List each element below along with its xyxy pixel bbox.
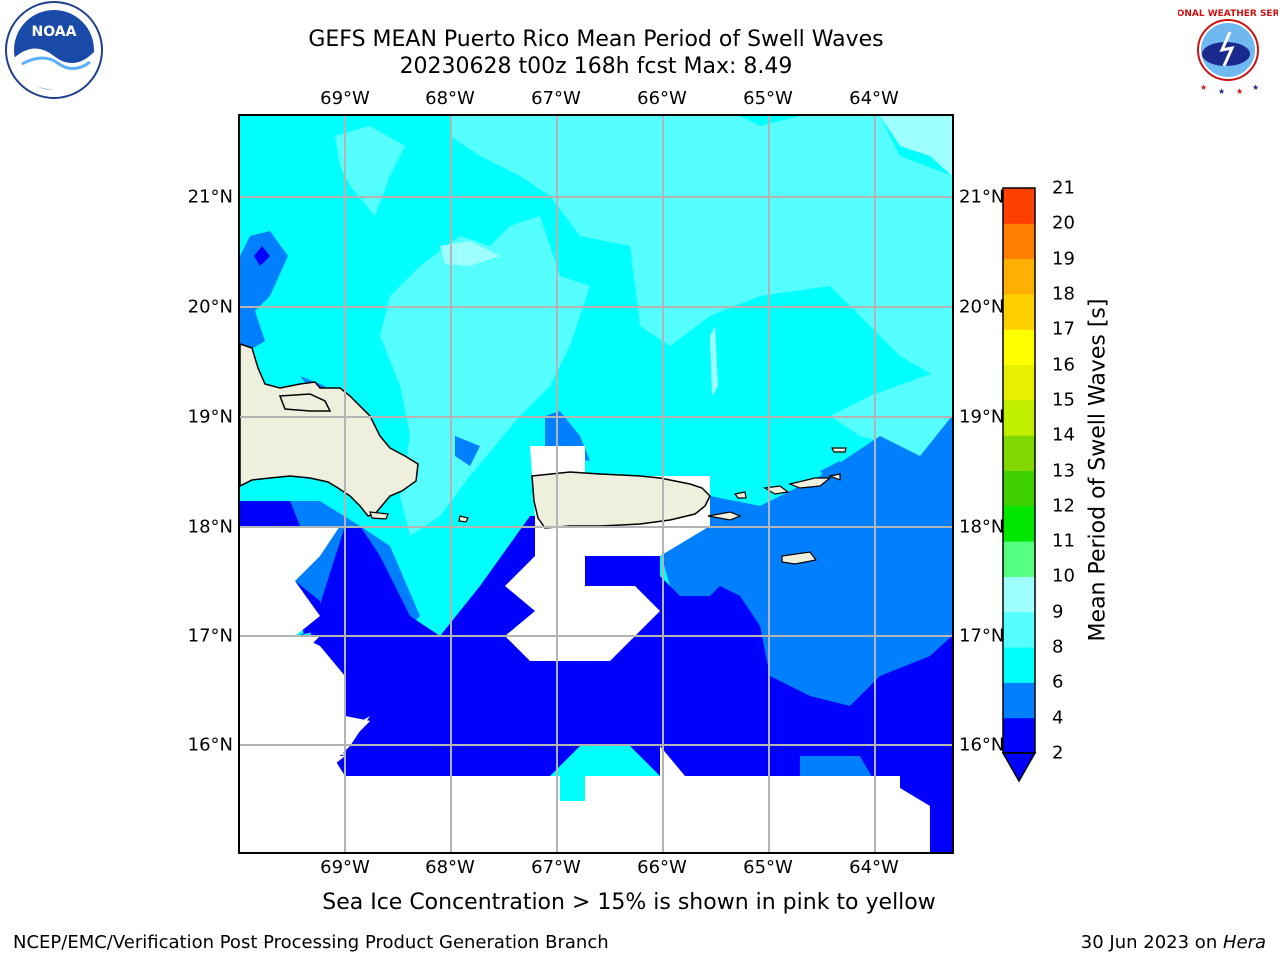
colorbar-segment bbox=[1003, 647, 1035, 683]
field-no-data bbox=[240, 636, 320, 736]
sea-ice-footnote: Sea Ice Concentration > 15% is shown in … bbox=[322, 890, 936, 915]
colorbar-segment bbox=[1003, 399, 1035, 436]
lat-label-left: 19°N bbox=[187, 406, 233, 428]
land-island bbox=[763, 485, 790, 495]
nws-logo: NATIONAL WEATHER SERVICE ★ ★ ★ ★ bbox=[1178, 5, 1278, 96]
land-island bbox=[827, 473, 841, 481]
lon-label-bottom: 69°W bbox=[320, 857, 370, 878]
field-no-data bbox=[880, 776, 930, 852]
colorbar bbox=[1001, 187, 1037, 783]
colorbar-tick-label: 15 bbox=[1052, 389, 1075, 411]
lat-label-left: 17°N bbox=[187, 625, 233, 647]
lon-label-top: 66°W bbox=[637, 88, 687, 109]
lon-label-top: 64°W bbox=[849, 88, 899, 109]
colorbar-label: Mean Period of Swell Waves [s] bbox=[1085, 298, 1111, 642]
svg-text:★: ★ bbox=[1236, 87, 1243, 96]
colorbar-tick-label: 6 bbox=[1052, 671, 1064, 693]
land-island bbox=[369, 511, 389, 520]
land-island bbox=[788, 477, 832, 489]
colorbar-tick-label: 18 bbox=[1052, 283, 1075, 305]
colorbar-tick-label: 10 bbox=[1052, 565, 1075, 587]
land-island bbox=[458, 515, 469, 523]
colorbar-segment bbox=[1003, 258, 1035, 295]
field-deep-blue bbox=[240, 246, 952, 852]
colorbar-segment bbox=[1003, 329, 1035, 366]
svg-text:★: ★ bbox=[1200, 83, 1207, 92]
colorbar-border bbox=[1002, 187, 1036, 754]
lon-label-bottom: 64°W bbox=[849, 857, 899, 878]
footer-date: 30 Jun 2023 on Hera bbox=[1081, 932, 1266, 953]
lon-label-top: 68°W bbox=[425, 88, 475, 109]
lat-label-right: 19°N bbox=[959, 406, 1005, 428]
lon-label-bottom: 68°W bbox=[425, 857, 475, 878]
colorbar-segment bbox=[1003, 293, 1035, 330]
lat-label-right: 18°N bbox=[959, 516, 1005, 538]
svg-text:NATIONAL WEATHER SERVICE: NATIONAL WEATHER SERVICE bbox=[1178, 9, 1278, 19]
colorbar-tick-label: 21 bbox=[1052, 177, 1075, 199]
land-island bbox=[781, 551, 818, 565]
map-subtitle: 20230628 t00z 168h fcst Max: 8.49 bbox=[399, 54, 793, 79]
field-light-cyan bbox=[335, 116, 952, 536]
colorbar-segment bbox=[1003, 435, 1035, 471]
svg-text:NOAA: NOAA bbox=[32, 24, 77, 40]
colorbar-extend-arrow bbox=[1001, 752, 1037, 783]
lat-label-left: 16°N bbox=[187, 734, 233, 756]
footer-machine: Hera bbox=[1222, 932, 1266, 953]
land-island bbox=[733, 491, 747, 499]
land-island bbox=[707, 511, 742, 521]
colorbar-tick-label: 4 bbox=[1052, 707, 1064, 729]
lon-label-top: 69°W bbox=[320, 88, 370, 109]
colorbar-segment bbox=[1003, 364, 1035, 401]
lat-label-right: 16°N bbox=[959, 734, 1005, 756]
colorbar-tick-label: 12 bbox=[1052, 495, 1075, 517]
lon-label-bottom: 66°W bbox=[637, 857, 687, 878]
map-title: GEFS MEAN Puerto Rico Mean Period of Swe… bbox=[308, 27, 884, 52]
colorbar-segment bbox=[1003, 576, 1035, 613]
map-plot bbox=[240, 116, 952, 852]
colorbar-segment bbox=[1003, 541, 1035, 577]
field-palest-cyan bbox=[710, 326, 718, 396]
svg-text:★: ★ bbox=[1252, 83, 1259, 92]
footer-credit: NCEP/EMC/Verification Post Processing Pr… bbox=[13, 932, 609, 953]
colorbar-tick-label: 9 bbox=[1052, 601, 1064, 623]
colorbar-tick-label: 19 bbox=[1052, 248, 1075, 270]
colorbar-segment bbox=[1003, 682, 1035, 719]
lat-label-left: 20°N bbox=[187, 296, 233, 318]
lat-label-right: 20°N bbox=[959, 296, 1005, 318]
colorbar-tick-label: 14 bbox=[1052, 424, 1075, 446]
colorbar-segment bbox=[1003, 188, 1035, 224]
field-no-data bbox=[744, 776, 900, 852]
colorbar-segment bbox=[1003, 470, 1035, 507]
footer-date-text: 30 Jun 2023 on bbox=[1080, 932, 1223, 953]
colorbar-segment bbox=[1003, 505, 1035, 542]
lon-label-bottom: 65°W bbox=[743, 857, 793, 878]
colorbar-tick-label: 20 bbox=[1052, 212, 1075, 234]
lon-label-top: 67°W bbox=[531, 88, 581, 109]
colorbar-tick-label: 11 bbox=[1052, 530, 1075, 552]
map-frame bbox=[238, 114, 954, 854]
colorbar-segment bbox=[1003, 717, 1035, 754]
field-no-data bbox=[300, 746, 838, 852]
svg-text:★: ★ bbox=[1218, 87, 1225, 96]
noaa-logo: NOAA bbox=[5, 1, 103, 99]
lat-label-left: 21°N bbox=[187, 186, 233, 208]
lon-label-bottom: 67°W bbox=[531, 857, 581, 878]
colorbar-segment bbox=[1003, 223, 1035, 260]
colorbar-tick-label: 16 bbox=[1052, 354, 1075, 376]
land-hispaniola bbox=[240, 343, 419, 517]
field-palest-cyan bbox=[440, 241, 500, 266]
colorbar-tick-label: 13 bbox=[1052, 460, 1075, 481]
colorbar-tick-label: 17 bbox=[1052, 318, 1075, 340]
colorbar-tick-label: 8 bbox=[1052, 636, 1064, 658]
colorbar-segment bbox=[1003, 611, 1035, 648]
lat-label-right: 17°N bbox=[959, 625, 1005, 647]
colorbar-tick-label: 2 bbox=[1052, 742, 1064, 764]
land-hispaniola-north bbox=[278, 393, 332, 412]
lat-label-left: 18°N bbox=[187, 516, 233, 538]
map-grid bbox=[240, 116, 952, 852]
lon-label-top: 65°W bbox=[743, 88, 793, 109]
land-island bbox=[831, 447, 847, 453]
field-palest-cyan bbox=[880, 116, 952, 176]
lat-label-right: 21°N bbox=[959, 186, 1005, 208]
